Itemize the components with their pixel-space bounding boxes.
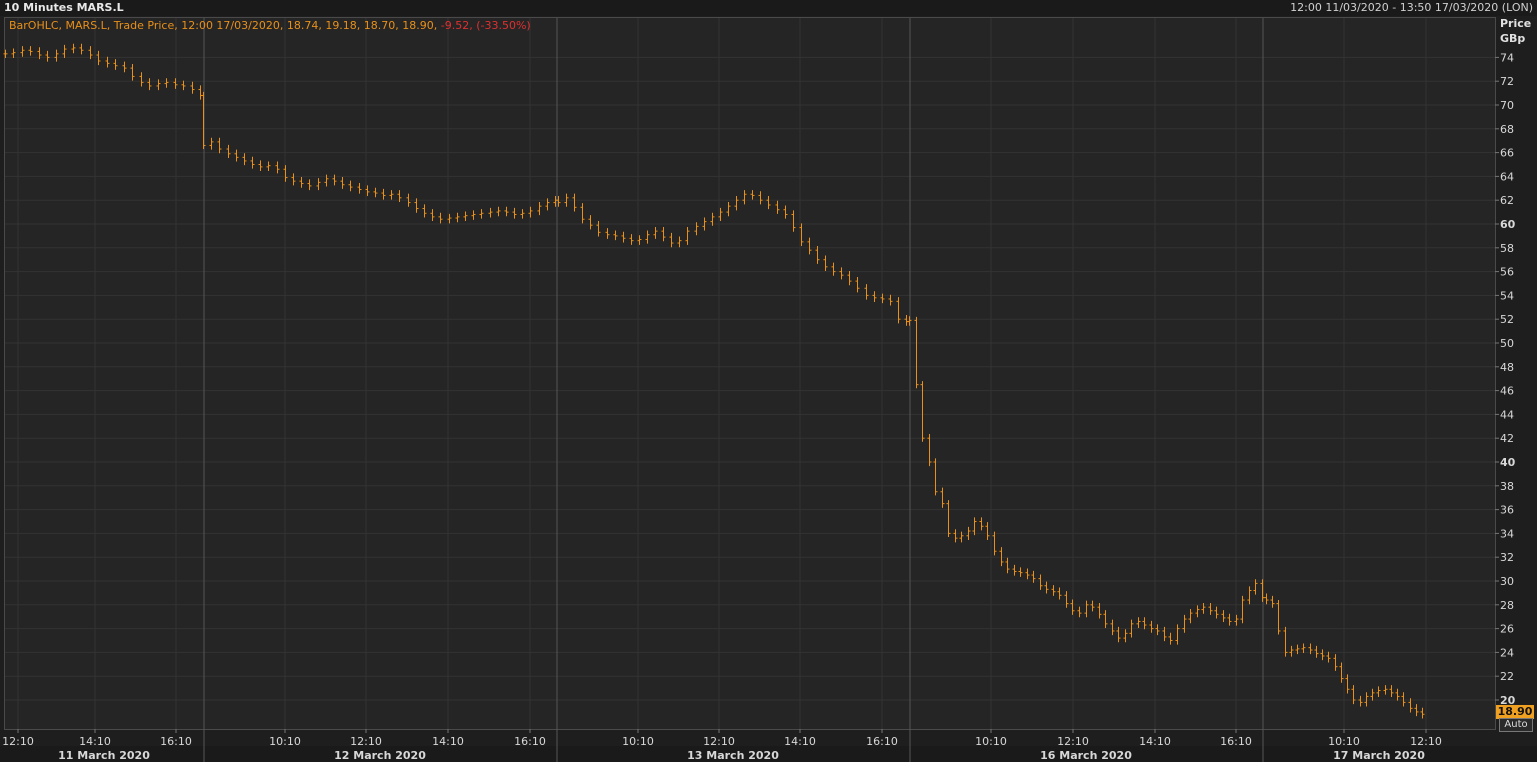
y-tick-label: 54 [1500,289,1514,302]
last-price-badge: 18.90 [1496,705,1534,719]
series-legend: BarOHLC, MARS.L, Trade Price, 12:00 17/0… [9,19,531,33]
plot-area[interactable] [4,17,1496,730]
x-tick-label: 16:10 [1220,735,1252,748]
y-tick-label: 22 [1500,670,1514,683]
y-tick-label: 38 [1500,480,1514,493]
x-tick-label: 12:10 [2,735,34,748]
x-tick-label: 14:10 [432,735,464,748]
x-day-label: 11 March 2020 [58,749,150,762]
x-tick-label: 10:10 [975,735,1007,748]
y-tick-label: 62 [1500,194,1514,207]
x-tick-label: 12:10 [350,735,382,748]
y-tick-label: 30 [1500,575,1514,588]
y-tick-label: 46 [1500,385,1514,398]
y-tick-label: 34 [1500,527,1514,540]
y-tick-label: 60 [1500,218,1516,231]
x-tick-label: 10:10 [622,735,654,748]
y-tick-label: 26 [1500,623,1514,636]
y-tick-label: 36 [1500,504,1514,517]
x-tick-label: 14:10 [784,735,816,748]
day-axis-band [0,746,1537,762]
y-tick-label: 44 [1500,408,1514,421]
chart-title: 10 Minutes MARS.L [4,1,124,14]
x-tick-label: 10:10 [1328,735,1360,748]
y-tick-label: 28 [1500,599,1514,612]
y-tick-label: 50 [1500,337,1514,350]
y-tick-label: 70 [1500,99,1514,112]
x-tick-label: 12:10 [1057,735,1089,748]
y-tick-label: 68 [1500,123,1514,136]
x-tick-label: 12:10 [1410,735,1442,748]
x-tick-label: 10:10 [269,735,301,748]
y-tick-label: 66 [1500,147,1514,160]
x-tick-label: 12:10 [703,735,735,748]
x-tick-label: 16:10 [866,735,898,748]
chart-header: 10 Minutes MARS.L 12:00 11/03/2020 - 13:… [0,0,1537,16]
y-tick-label: 20 [1500,694,1516,707]
x-day-label: 12 March 2020 [334,749,426,762]
time-range: 12:00 11/03/2020 - 13:50 17/03/2020 (LON… [1290,1,1533,14]
legend-text: BarOHLC, MARS.L, Trade Price, 12:00 17/0… [9,19,438,32]
x-tick-label: 16:10 [160,735,192,748]
legend-change: -9.52, (-33.50%) [437,19,531,32]
y-tick-label: 42 [1500,432,1514,445]
x-tick-label: 14:10 [79,735,111,748]
price-axis-unit: GBp [1500,32,1526,45]
y-tick-label: 74 [1500,51,1514,64]
x-tick-label: 16:10 [514,735,546,748]
y-tick-label: 48 [1500,361,1514,374]
x-day-label: 16 March 2020 [1040,749,1132,762]
y-tick-label: 52 [1500,313,1514,326]
y-tick-label: 40 [1500,456,1516,469]
y-tick-label: 24 [1500,646,1514,659]
y-tick-label: 64 [1500,170,1514,183]
x-day-label: 13 March 2020 [687,749,779,762]
y-tick-label: 58 [1500,242,1514,255]
price-axis-title: Price [1500,17,1532,30]
auto-scale-button[interactable]: Auto [1499,718,1533,732]
y-tick-label: 72 [1500,75,1514,88]
x-day-label: 17 March 2020 [1333,749,1425,762]
y-tick-label: 32 [1500,551,1514,564]
y-tick-label: 56 [1500,266,1514,279]
x-tick-label: 14:10 [1139,735,1171,748]
